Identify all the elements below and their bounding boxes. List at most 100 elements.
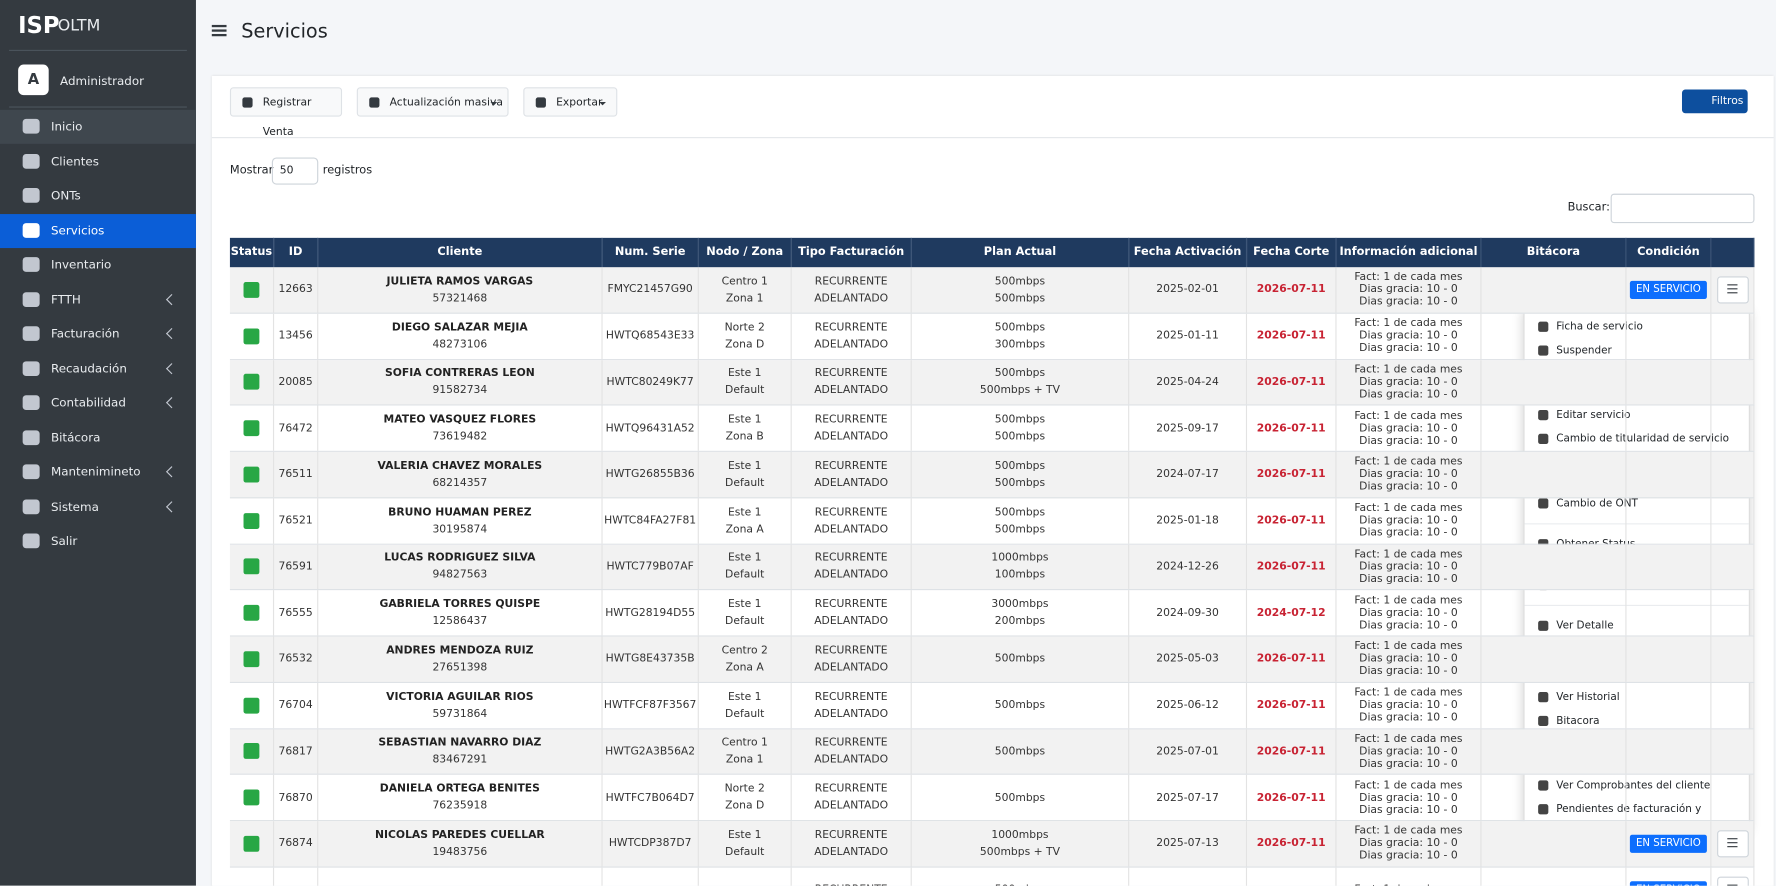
table-cell: RECURRENTE ADELANTADO xyxy=(792,682,912,728)
column-header[interactable]: ID xyxy=(274,237,319,268)
row-menu-button[interactable] xyxy=(1716,276,1749,304)
menu-item[interactable]: Salir xyxy=(0,524,196,558)
toolbar-button[interactable]: Registrar Venta xyxy=(229,87,343,138)
nodo-line: Default xyxy=(725,615,765,628)
dropdown-item[interactable]: Cambio de ONT xyxy=(1525,492,1749,516)
menu-item[interactable]: Facturación xyxy=(0,317,196,351)
client-doc: 59731864 xyxy=(432,707,488,720)
table-cell xyxy=(230,313,275,359)
menu-item[interactable]: Servicios xyxy=(0,213,196,248)
table-cell: HWTFC7B064D7 xyxy=(603,775,699,821)
table-cell: 500mbps 500mbps + TV xyxy=(912,359,1130,405)
column-header[interactable]: Fecha Activación xyxy=(1129,237,1248,268)
plan-line: 500mbps xyxy=(994,430,1046,444)
table-cell: Fact: 1 de cada mes Dias gracia: 10 - 0 Di… xyxy=(1337,775,1482,821)
nodo-line: Este 1 xyxy=(727,552,762,565)
tipo-line: RECURRENTE xyxy=(815,881,888,886)
table-cell: RECURRENTE ADELANTADO xyxy=(792,775,912,821)
table-cell: EN SERVICIO xyxy=(1626,267,1712,313)
table-cell xyxy=(230,590,275,636)
table-cell: 2024-12-26 xyxy=(1129,544,1248,590)
column-header[interactable]: Tipo Facturación xyxy=(791,237,912,268)
menu-item[interactable]: Mantenimineto xyxy=(0,455,196,489)
menu-item[interactable]: Inicio xyxy=(0,109,196,144)
table-cell: EN SERVICIO xyxy=(1626,821,1712,867)
item-icon xyxy=(1538,498,1549,509)
row-menu-button[interactable] xyxy=(1716,830,1749,858)
dropdown-item[interactable]: Suspender xyxy=(1525,339,1749,363)
menu-item[interactable]: Clientes xyxy=(0,144,196,178)
column-header[interactable]: Plan Actual xyxy=(911,237,1130,268)
column-header[interactable]: Fecha Corte xyxy=(1247,237,1337,268)
table-cell: Norte 2 Zona D xyxy=(699,775,792,821)
tipo-line: ADELANTADO xyxy=(814,338,889,351)
table-cell xyxy=(1626,498,1712,544)
column-header[interactable]: Condición xyxy=(1626,237,1712,268)
menu-item[interactable]: Bitácora xyxy=(0,421,196,455)
status-indicator xyxy=(243,281,260,298)
toolbar-button[interactable]: Actualización masiva xyxy=(356,87,509,117)
menu-icon xyxy=(22,257,40,272)
table-cell: HWTCDP387D7 xyxy=(603,821,699,867)
menu-item[interactable]: Inventario xyxy=(0,248,196,282)
menu-item[interactable]: FTTH xyxy=(0,283,196,317)
tipo-line: ADELANTADO xyxy=(814,430,889,444)
button-icon xyxy=(369,97,380,108)
column-header[interactable]: Num. Serie xyxy=(602,237,699,268)
table-row: 76472 MATEO VASQUEZ FLORES 73619482 HWTQ964… xyxy=(229,405,1755,452)
table-row: 76532 ANDRES MENDOZA RUIZ 27651398 HWTG8E43… xyxy=(229,636,1755,683)
nodo-line: Zona D xyxy=(725,338,765,351)
menu-icon xyxy=(22,464,40,480)
table-cell xyxy=(1482,405,1627,451)
menu-item[interactable]: Contabilidad xyxy=(0,386,196,420)
page-title: Servicios xyxy=(241,20,328,44)
dropdown-item[interactable]: Editar servicio xyxy=(1525,403,1749,427)
search-input[interactable] xyxy=(1610,193,1755,224)
table-cell: NICOLAS PAREDES CUELLAR 19483756 xyxy=(318,821,603,867)
table-cell xyxy=(1626,313,1712,359)
column-header[interactable]: Bitácora xyxy=(1481,237,1627,268)
column-header[interactable]: Nodo / Zona xyxy=(698,237,792,268)
table-cell: 76704 xyxy=(274,682,319,728)
column-header[interactable]: Cliente xyxy=(318,237,603,268)
row-menu-button[interactable] xyxy=(1716,876,1749,886)
table-cell: VICTORIA AGUILAR RIOS 59731864 xyxy=(318,682,603,728)
user-name[interactable]: Administrador xyxy=(60,74,145,89)
dropdown-item[interactable]: Ficha de servicio xyxy=(1525,315,1749,339)
length-select[interactable]: 50 xyxy=(271,157,319,185)
column-header[interactable]: Información adicional xyxy=(1336,237,1482,268)
column-header[interactable]: Status xyxy=(229,237,275,268)
status-indicator xyxy=(243,604,260,621)
info-line: Fact: 1 de cada mes xyxy=(1354,594,1463,607)
filter-button[interactable]: Filtros xyxy=(1681,89,1748,114)
id: 76472 xyxy=(278,422,313,435)
dropdown-item[interactable]: Ver Detalle xyxy=(1525,614,1749,638)
menu-label: Bitácora xyxy=(50,430,101,445)
info-line: Dias gracia: 10 - 0 xyxy=(1359,388,1458,401)
item-icon xyxy=(1538,321,1549,332)
client-doc: 57321468 xyxy=(432,292,488,305)
menu-item[interactable]: Recaudación xyxy=(0,352,196,386)
table-cell: Fact: 1 de cada mes Dias gracia: 10 - 0 Di… xyxy=(1337,405,1482,451)
nodo-line: Este 1 xyxy=(727,828,762,842)
plan-line: 500mbps xyxy=(994,275,1046,288)
table-cell xyxy=(1626,405,1712,451)
dropdown-item[interactable]: Bitacora xyxy=(1525,709,1749,733)
info-line: Dias gracia: 10 - 0 xyxy=(1359,560,1458,573)
dropdown-item[interactable]: Ver Historial xyxy=(1525,685,1749,709)
nodo-line: Zona A xyxy=(725,661,764,674)
menu-item[interactable]: Sistema xyxy=(0,490,196,524)
tipo-line: RECURRENTE xyxy=(814,690,888,703)
table-cell: Fact: 1 de cada mes Dias gracia: 10 - 0 Di… xyxy=(1337,313,1482,359)
menu-icon xyxy=(22,360,40,376)
dropdown-item[interactable]: Ver Comprobantes del cliente xyxy=(1525,774,1749,798)
menu-icon xyxy=(22,533,40,549)
toolbar-button[interactable]: Exportar xyxy=(523,87,618,117)
dropdown-item[interactable]: Cambio de titularidad de servicio xyxy=(1525,427,1749,451)
tipo-line: RECURRENTE xyxy=(814,644,888,657)
menu-item[interactable]: ONTs xyxy=(0,179,196,213)
menu-toggle[interactable] xyxy=(211,24,227,28)
submenu-arrow xyxy=(165,466,178,478)
info-line: Dias gracia: 10 - 0 xyxy=(1359,711,1458,724)
info-line: Dias gracia: 10 - 0 xyxy=(1359,468,1458,481)
